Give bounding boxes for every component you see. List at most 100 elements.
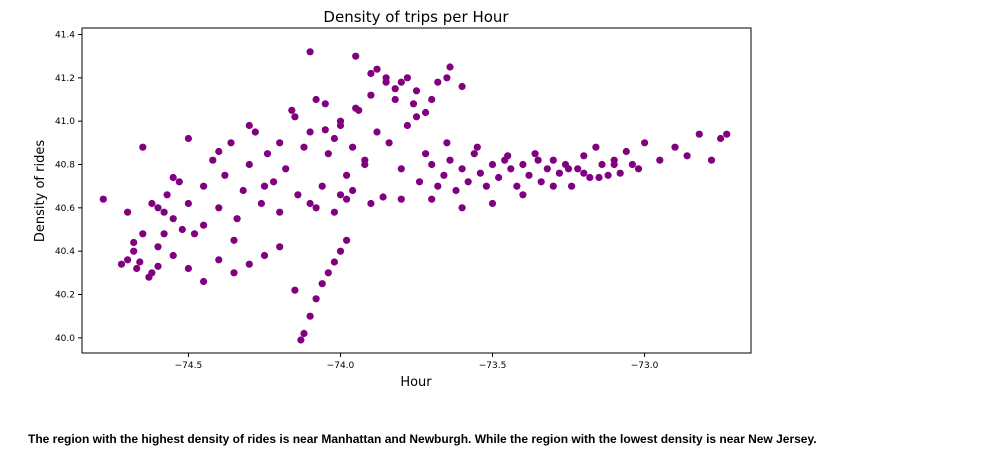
data-point xyxy=(391,85,399,93)
data-point xyxy=(270,178,278,186)
data-point xyxy=(306,48,314,56)
y-tick-label: 40.6 xyxy=(55,204,75,214)
data-point xyxy=(276,208,284,216)
data-point xyxy=(428,160,436,169)
x-axis-ticks: −74.5 −74.0 −73.5 −73.0 xyxy=(175,353,659,371)
data-point xyxy=(330,258,338,266)
data-points xyxy=(99,48,731,344)
data-point xyxy=(297,336,305,344)
data-point xyxy=(415,178,424,186)
data-point xyxy=(695,130,703,138)
data-point xyxy=(282,165,290,173)
data-point xyxy=(367,199,375,208)
data-point xyxy=(488,199,497,208)
data-point xyxy=(610,160,618,169)
data-point xyxy=(233,215,241,223)
data-point xyxy=(604,171,612,179)
y-axis-label: Density of rides xyxy=(33,140,48,242)
data-point xyxy=(306,312,314,320)
data-point xyxy=(184,134,192,143)
data-point xyxy=(300,143,308,151)
data-point xyxy=(622,147,630,156)
data-point xyxy=(367,91,375,99)
data-point xyxy=(245,121,253,130)
data-point xyxy=(178,225,186,234)
data-point xyxy=(412,113,421,121)
data-point xyxy=(422,108,430,117)
data-point xyxy=(117,260,126,268)
data-point xyxy=(391,95,399,104)
data-point xyxy=(723,130,731,138)
data-point xyxy=(504,152,512,160)
data-point xyxy=(343,195,351,203)
data-point xyxy=(568,182,576,190)
data-point xyxy=(257,199,265,208)
data-point xyxy=(200,221,208,229)
data-point xyxy=(580,169,588,177)
data-point xyxy=(215,256,223,264)
data-point xyxy=(464,178,472,186)
data-point xyxy=(215,147,223,156)
data-point xyxy=(537,178,545,186)
data-point xyxy=(276,139,284,147)
data-point xyxy=(434,182,442,190)
data-point xyxy=(385,139,393,147)
data-point xyxy=(412,87,421,95)
data-point xyxy=(330,134,338,143)
data-point xyxy=(443,139,451,147)
data-point xyxy=(549,156,557,164)
data-point xyxy=(324,269,332,277)
data-point xyxy=(598,160,606,169)
y-axis-ticks: 40.0 40.2 40.4 40.6 40.8 41.0 41.2 41.4 xyxy=(55,31,82,344)
data-point xyxy=(382,74,390,82)
data-point xyxy=(245,160,253,169)
data-point xyxy=(251,128,259,136)
data-point xyxy=(403,121,411,130)
data-point xyxy=(200,277,208,286)
x-tick-label: −74.5 xyxy=(175,361,203,371)
data-point xyxy=(227,139,235,147)
data-point xyxy=(525,171,533,179)
data-point xyxy=(318,182,326,190)
data-point xyxy=(321,100,329,108)
data-point xyxy=(154,204,162,212)
data-point xyxy=(209,156,217,164)
data-point xyxy=(443,74,451,82)
data-point xyxy=(260,251,269,260)
data-point xyxy=(312,295,320,303)
data-point xyxy=(656,156,664,164)
data-point xyxy=(148,199,156,208)
data-point xyxy=(409,100,418,108)
caption-text: The region with the highest density of r… xyxy=(28,432,817,446)
data-point xyxy=(352,52,360,60)
x-tick-label: −73.5 xyxy=(479,361,507,371)
data-point xyxy=(130,247,138,255)
data-point xyxy=(139,143,147,151)
data-point xyxy=(169,251,177,260)
data-point xyxy=(628,160,637,169)
data-point xyxy=(428,95,436,104)
y-tick-label: 41.4 xyxy=(55,31,75,41)
y-tick-label: 40.8 xyxy=(55,161,75,171)
data-point xyxy=(422,150,430,158)
data-point xyxy=(373,128,381,136)
data-point xyxy=(707,156,716,164)
data-point xyxy=(495,173,503,182)
data-point xyxy=(324,150,332,158)
data-point xyxy=(470,150,478,158)
data-point xyxy=(586,173,594,182)
data-point xyxy=(446,156,454,164)
data-point xyxy=(458,82,466,91)
data-point xyxy=(343,171,351,179)
data-point xyxy=(555,169,564,177)
data-point xyxy=(200,182,208,190)
data-point xyxy=(482,182,490,190)
data-point xyxy=(239,186,247,195)
chart-title: Density of trips per Hour xyxy=(323,8,509,26)
data-point xyxy=(641,139,649,147)
data-point xyxy=(513,182,521,190)
data-point xyxy=(531,150,539,158)
data-point xyxy=(534,156,542,164)
data-point xyxy=(367,69,375,78)
data-point xyxy=(136,258,144,266)
